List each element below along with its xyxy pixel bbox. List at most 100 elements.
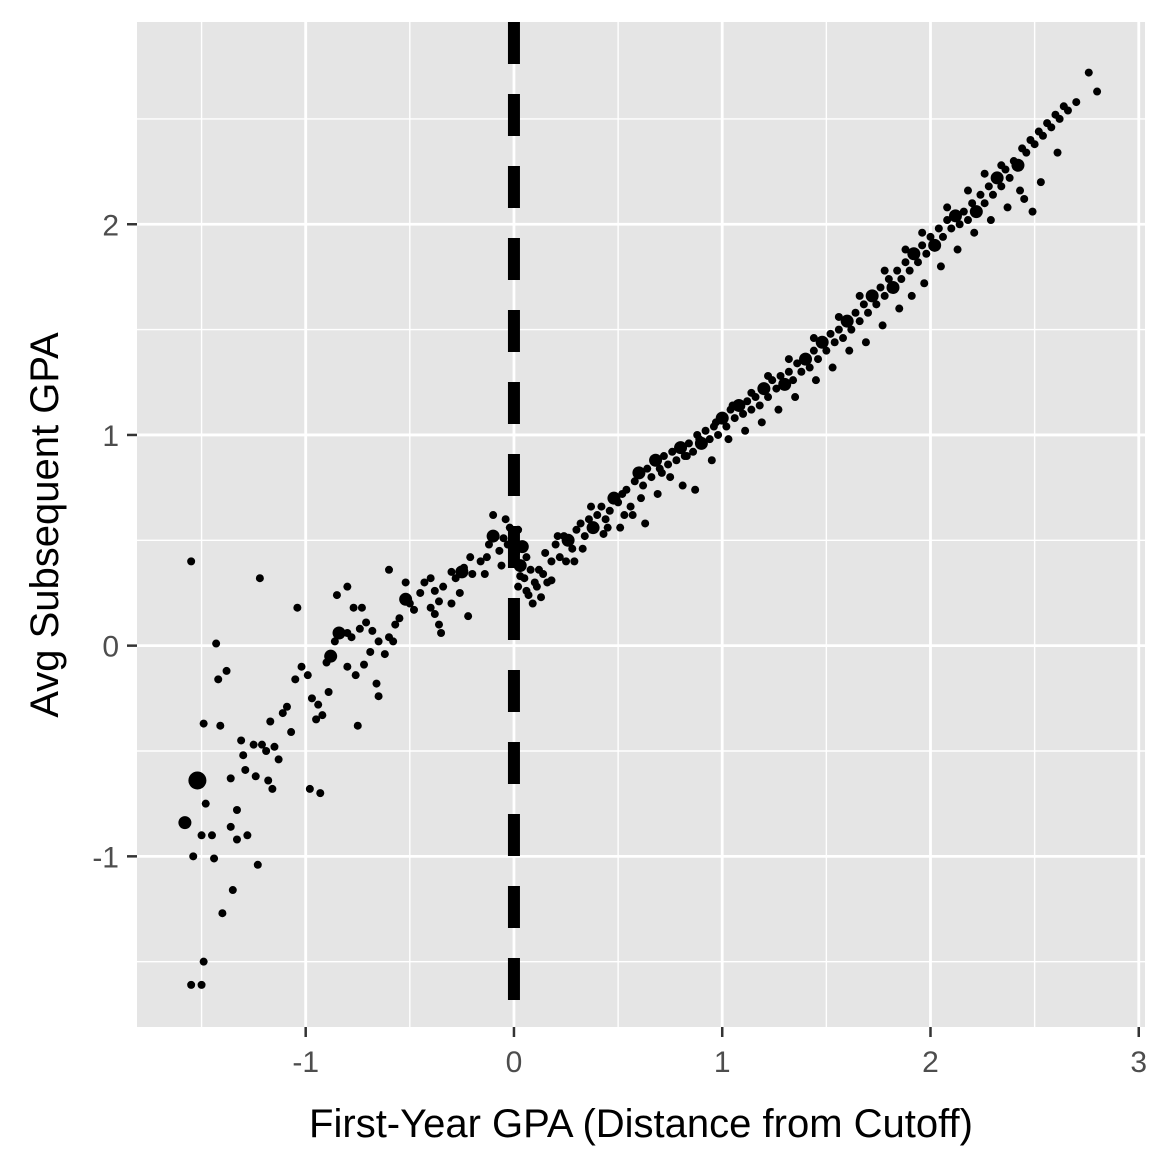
data-point bbox=[907, 247, 921, 261]
data-point bbox=[374, 692, 383, 701]
data-point bbox=[628, 511, 637, 520]
data-point bbox=[897, 275, 906, 284]
data-point bbox=[730, 414, 739, 423]
data-point bbox=[603, 523, 612, 532]
data-point bbox=[416, 588, 425, 597]
data-point bbox=[262, 746, 271, 755]
data-point bbox=[774, 405, 783, 414]
data-point bbox=[207, 831, 216, 840]
data-point bbox=[986, 216, 995, 225]
data-point bbox=[353, 721, 362, 730]
data-point bbox=[343, 662, 352, 671]
data-point bbox=[938, 232, 947, 241]
data-point bbox=[834, 312, 843, 321]
data-point bbox=[430, 610, 439, 619]
data-point bbox=[614, 498, 623, 507]
data-point bbox=[840, 314, 854, 328]
data-point bbox=[641, 519, 650, 528]
data-point bbox=[499, 534, 508, 543]
data-point bbox=[274, 755, 283, 764]
data-point bbox=[426, 603, 435, 612]
data-point bbox=[597, 502, 606, 511]
data-point bbox=[266, 717, 275, 726]
data-point bbox=[355, 624, 364, 633]
data-point bbox=[711, 418, 720, 427]
data-point bbox=[886, 280, 900, 294]
data-point bbox=[691, 485, 700, 494]
data-point bbox=[497, 561, 506, 570]
data-point bbox=[901, 258, 910, 267]
data-point bbox=[514, 582, 523, 591]
data-point bbox=[512, 548, 521, 557]
data-point bbox=[495, 546, 504, 555]
data-point bbox=[226, 822, 235, 831]
data-point bbox=[501, 515, 510, 524]
data-point bbox=[522, 553, 531, 562]
data-point bbox=[1028, 207, 1037, 216]
data-point bbox=[1016, 186, 1025, 195]
data-point bbox=[936, 262, 945, 271]
data-point bbox=[861, 338, 870, 347]
data-point bbox=[466, 553, 475, 562]
data-point bbox=[747, 388, 756, 397]
data-point bbox=[374, 637, 383, 646]
data-point bbox=[674, 441, 688, 455]
data-point bbox=[486, 529, 500, 543]
data-point bbox=[997, 161, 1006, 170]
data-point bbox=[368, 626, 377, 635]
data-point bbox=[199, 719, 208, 728]
data-point bbox=[968, 199, 977, 208]
data-point bbox=[360, 660, 369, 669]
data-point bbox=[980, 169, 989, 178]
data-point bbox=[216, 721, 225, 730]
data-point bbox=[893, 266, 902, 275]
data-point bbox=[959, 207, 968, 216]
x-tick-label: -1 bbox=[292, 1046, 319, 1079]
data-point bbox=[1093, 87, 1102, 96]
data-point bbox=[864, 308, 873, 317]
data-point bbox=[468, 570, 477, 579]
data-point bbox=[865, 289, 879, 303]
data-point bbox=[330, 637, 339, 646]
data-point bbox=[859, 300, 868, 309]
data-point bbox=[728, 401, 737, 410]
data-point bbox=[815, 335, 829, 349]
data-point bbox=[724, 435, 733, 444]
data-point bbox=[391, 620, 400, 629]
data-point bbox=[809, 346, 818, 355]
data-point bbox=[239, 751, 248, 760]
data-point bbox=[784, 355, 793, 364]
data-point bbox=[918, 241, 927, 250]
data-point bbox=[799, 352, 813, 366]
data-point bbox=[593, 511, 602, 520]
data-point bbox=[482, 553, 491, 562]
data-point bbox=[541, 548, 550, 557]
data-point bbox=[522, 586, 531, 595]
data-point bbox=[332, 591, 341, 600]
data-point bbox=[278, 709, 287, 718]
data-point bbox=[228, 886, 237, 895]
data-point bbox=[380, 650, 389, 659]
data-point bbox=[539, 570, 548, 579]
data-point bbox=[664, 460, 673, 469]
data-point bbox=[201, 799, 210, 808]
data-point bbox=[901, 245, 910, 254]
data-point bbox=[822, 346, 831, 355]
data-point bbox=[178, 816, 192, 830]
data-point bbox=[562, 557, 571, 566]
data-point bbox=[1005, 173, 1014, 182]
data-point bbox=[389, 637, 398, 646]
data-point bbox=[332, 626, 346, 640]
data-point bbox=[643, 464, 652, 473]
data-point bbox=[789, 376, 798, 385]
data-point bbox=[855, 317, 864, 326]
data-point bbox=[970, 228, 979, 237]
data-point bbox=[291, 675, 300, 684]
data-point bbox=[537, 593, 546, 602]
data-point bbox=[316, 789, 325, 798]
data-point bbox=[447, 599, 456, 608]
data-point bbox=[439, 582, 448, 591]
data-point bbox=[578, 544, 587, 553]
data-point bbox=[776, 371, 785, 380]
